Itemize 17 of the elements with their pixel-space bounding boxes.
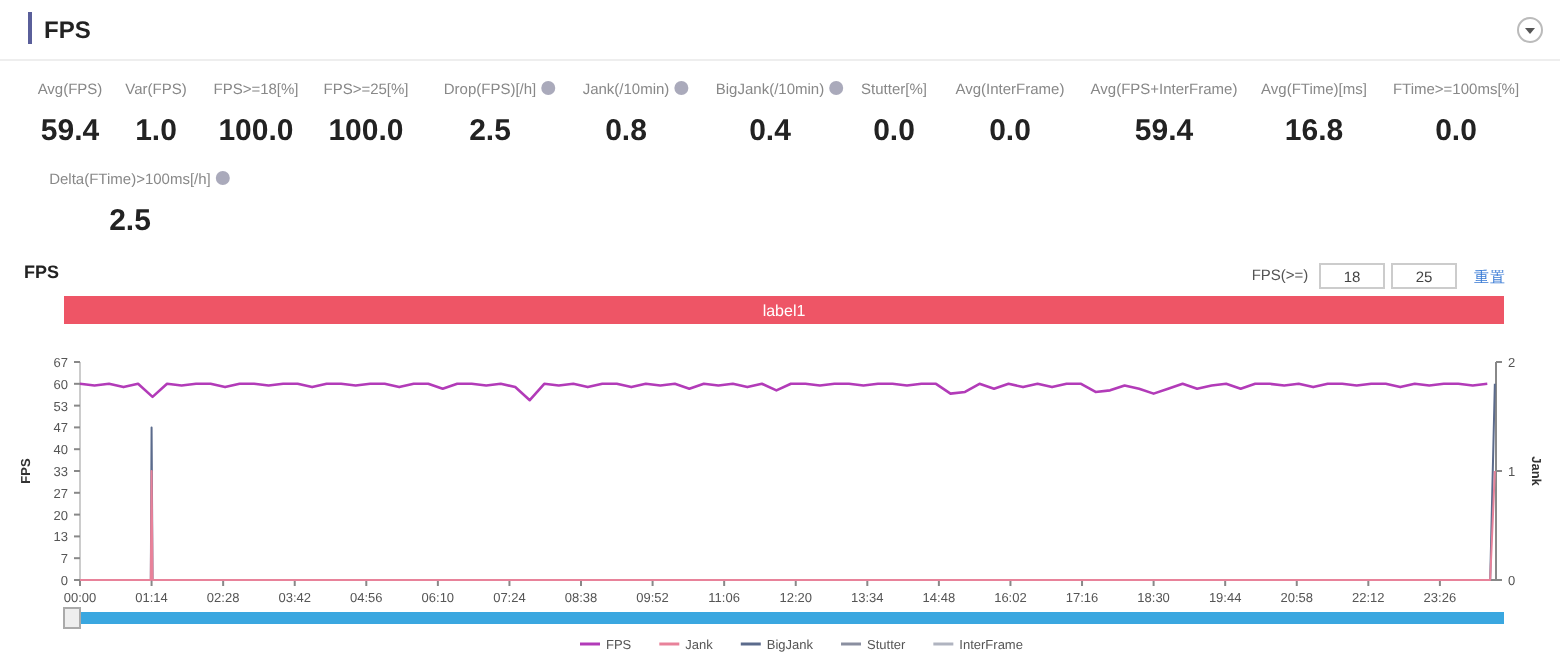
text: FPS bbox=[44, 16, 91, 44]
text: 0.8 bbox=[605, 114, 647, 148]
text: 59.4 bbox=[1134, 114, 1194, 148]
text: label1 bbox=[762, 302, 807, 320]
text: 16.8 bbox=[1284, 114, 1344, 148]
text: 2.5 bbox=[469, 114, 511, 148]
text: 0.0 bbox=[1435, 114, 1477, 148]
text: 0.0 bbox=[989, 114, 1031, 148]
line-series bbox=[78, 382, 1489, 402]
text: 100.0 bbox=[328, 114, 404, 148]
text: 1.0 bbox=[135, 114, 177, 148]
text: 100.0 bbox=[218, 114, 294, 148]
text: 0.4 bbox=[749, 114, 791, 148]
text: 59.4 bbox=[40, 114, 100, 148]
text: 0.0 bbox=[873, 114, 915, 148]
chart-title: FPS bbox=[24, 262, 60, 282]
text: 2.5 bbox=[109, 204, 151, 238]
